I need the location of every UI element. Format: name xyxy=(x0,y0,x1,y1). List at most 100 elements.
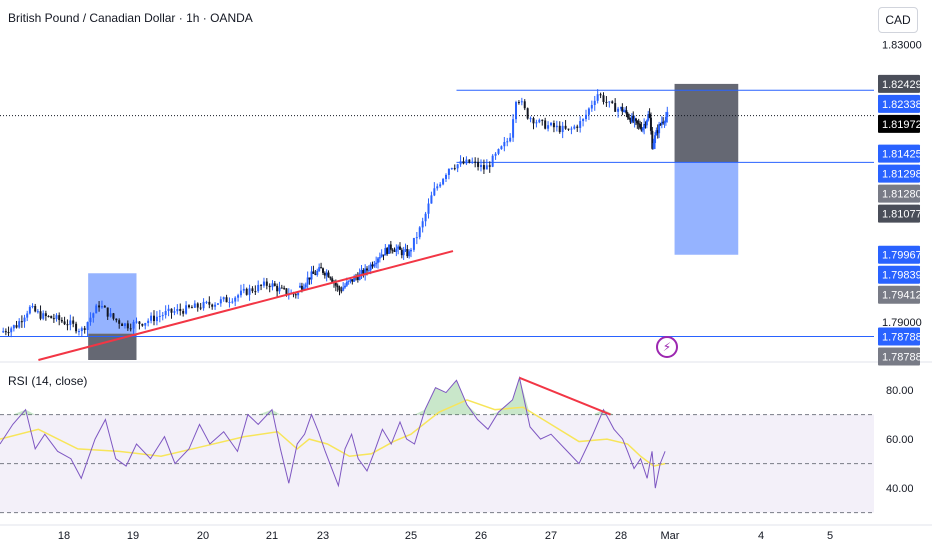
candle-body xyxy=(26,313,29,318)
candle-body xyxy=(391,249,394,251)
candle-body xyxy=(656,130,659,134)
candle-body xyxy=(109,313,112,317)
candle-body xyxy=(624,110,627,112)
time-tick-label: 18 xyxy=(58,530,70,542)
candle-body xyxy=(388,244,390,254)
price-label: 1.81077 xyxy=(882,209,922,221)
candle-body xyxy=(404,249,407,251)
candle-body xyxy=(306,277,309,285)
candle-body xyxy=(547,125,550,129)
candle-body xyxy=(167,308,170,312)
candle-body xyxy=(234,297,237,302)
candle-body xyxy=(15,325,18,328)
candle-body xyxy=(129,328,132,330)
candle-body xyxy=(262,281,265,286)
price-label-box xyxy=(878,285,920,304)
price-label-box xyxy=(878,347,920,366)
candle-body xyxy=(179,308,182,311)
candle-body xyxy=(424,213,427,222)
candle-body xyxy=(474,161,477,163)
candle-body xyxy=(320,267,323,269)
candle-body xyxy=(150,315,153,321)
candle-body xyxy=(214,304,217,307)
candle-body xyxy=(276,285,279,292)
candle-body xyxy=(367,270,370,272)
candle-body xyxy=(44,313,47,317)
price-label: 1.81425 xyxy=(882,149,922,161)
candle-body xyxy=(599,94,602,96)
candle-body xyxy=(465,159,468,164)
candle-body xyxy=(245,288,248,295)
candle-body xyxy=(268,285,271,288)
candle-body xyxy=(503,142,506,147)
candle-body xyxy=(278,287,281,292)
candle-body xyxy=(75,323,78,332)
candle-body xyxy=(336,285,339,288)
candle-body xyxy=(456,164,459,169)
currency-button[interactable]: CAD xyxy=(878,7,918,33)
candle-body xyxy=(500,146,503,150)
candle-body xyxy=(66,324,69,326)
candle-body xyxy=(103,306,106,308)
candle-body xyxy=(662,121,665,123)
candle-body xyxy=(58,315,61,321)
candle-body xyxy=(72,320,75,324)
candle-body xyxy=(185,305,188,314)
candle-body xyxy=(248,288,251,295)
candle-body xyxy=(18,321,21,328)
position-box-stop xyxy=(88,333,137,360)
candle-body xyxy=(285,288,288,295)
candle-body xyxy=(636,120,639,124)
candle-body xyxy=(555,125,558,128)
lightning-icon[interactable]: ⚡ xyxy=(656,336,678,358)
candle-body xyxy=(42,313,45,319)
candle-body xyxy=(351,279,354,282)
candle-body xyxy=(567,128,570,130)
candle-body xyxy=(552,123,555,128)
candle-body xyxy=(497,149,500,154)
candle-body xyxy=(349,279,352,281)
candle-body xyxy=(630,115,633,123)
candle-body xyxy=(222,297,225,300)
candle-body xyxy=(622,111,625,113)
candle-body xyxy=(327,272,330,278)
candle-body xyxy=(639,124,642,128)
price-label: 1.78788 xyxy=(882,332,922,344)
candle-body xyxy=(153,315,155,322)
candle-body xyxy=(406,249,409,257)
candle-body xyxy=(280,287,283,289)
candle-body xyxy=(488,165,491,167)
candle-body xyxy=(402,250,405,256)
chart-title: British Pound / Canadian Dollar · 1h · O… xyxy=(8,11,253,25)
candle-body xyxy=(442,178,445,185)
candle-body xyxy=(614,103,617,112)
candle-body xyxy=(297,292,300,296)
position-box-target xyxy=(674,162,739,255)
candle-body xyxy=(625,110,628,114)
rsi-tick-label: 60.00 xyxy=(886,434,914,446)
candle-body xyxy=(86,322,89,330)
time-tick-label: 23 xyxy=(317,530,329,542)
candle-body xyxy=(389,244,392,250)
candle-body xyxy=(369,264,372,271)
candle-body xyxy=(63,321,66,325)
price-label-box xyxy=(878,94,920,113)
candle-body xyxy=(340,290,343,292)
candle-body xyxy=(418,227,421,238)
rsi-ma-line xyxy=(0,399,666,467)
candle-body xyxy=(132,321,135,329)
candle-body xyxy=(382,254,385,256)
candle-body xyxy=(347,280,350,282)
candle-body xyxy=(36,311,39,313)
candle-body xyxy=(362,270,365,276)
price-label: 1.82429 xyxy=(882,79,922,91)
time-tick-label: 4 xyxy=(758,530,764,542)
candle-body xyxy=(69,320,72,325)
candle-body xyxy=(408,251,411,257)
candle-body xyxy=(647,114,650,121)
candle-body xyxy=(579,121,582,128)
candle-body xyxy=(585,114,587,120)
candle-body xyxy=(644,123,647,126)
candle-body xyxy=(558,125,561,133)
